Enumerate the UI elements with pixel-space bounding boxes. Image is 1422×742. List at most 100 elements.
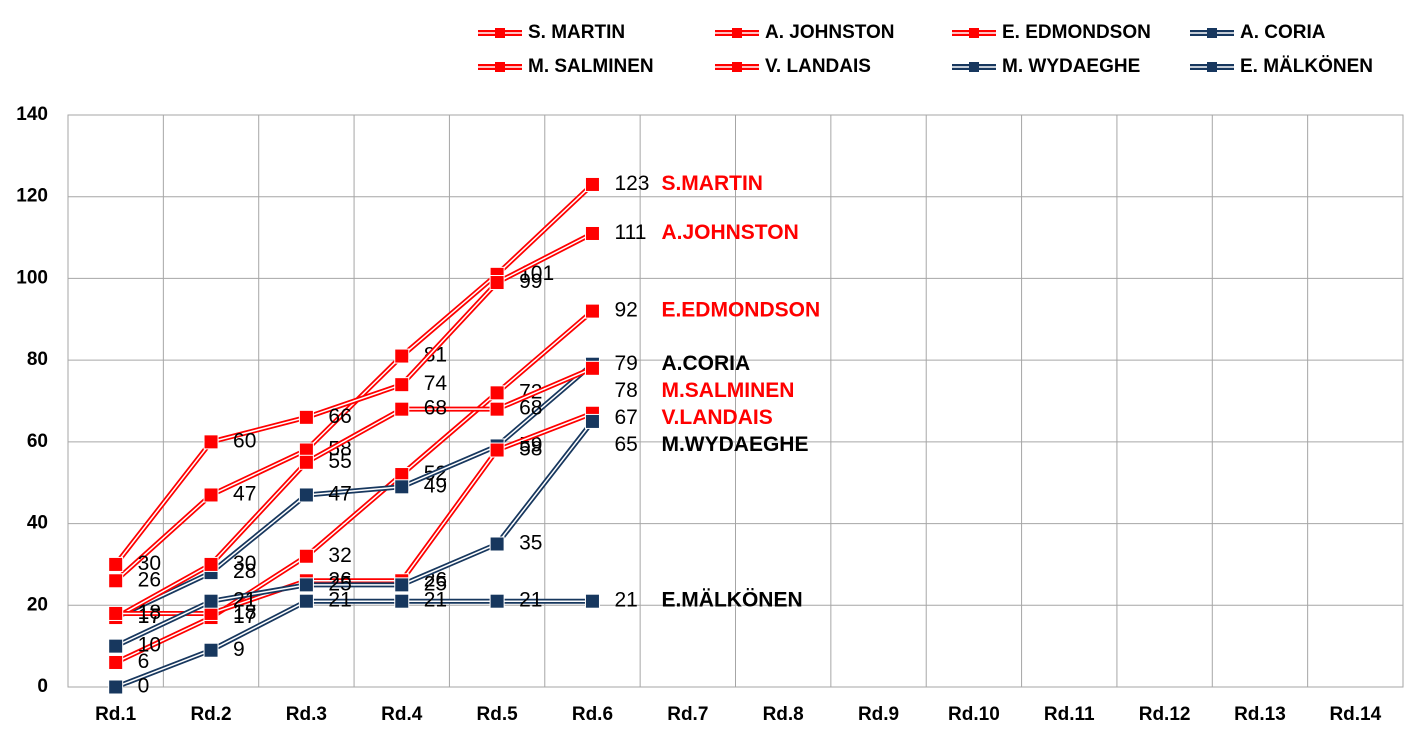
value-label: 99 <box>519 270 542 293</box>
x-tick-label: Rd.1 <box>95 704 137 725</box>
point-marker <box>489 536 505 552</box>
value-label: 65 <box>614 433 637 456</box>
y-tick-label: 20 <box>27 594 48 615</box>
point-marker <box>584 303 600 319</box>
point-marker <box>203 642 219 658</box>
value-label: 47 <box>328 483 351 506</box>
x-tick-label: Rd.3 <box>286 704 327 725</box>
legend-label: M. SALMINEN <box>528 56 654 77</box>
value-label: 58 <box>519 438 542 461</box>
x-tick-label: Rd.14 <box>1329 704 1381 725</box>
x-tick-label: Rd.10 <box>948 704 1000 725</box>
value-label: 35 <box>519 532 542 555</box>
point-marker <box>108 556 124 572</box>
y-tick-label: 60 <box>27 431 48 452</box>
series-line-inner <box>115 363 593 619</box>
end-label: A.CORIA <box>661 352 750 375</box>
legend-label: S. MARTIN <box>528 22 625 43</box>
y-tick-label: 0 <box>37 676 48 697</box>
point-marker <box>394 577 410 593</box>
x-tick-label: Rd.2 <box>190 704 231 725</box>
value-label: 68 <box>519 397 542 420</box>
value-label: 17 <box>138 605 161 628</box>
value-label: 6 <box>138 650 150 673</box>
series-line-inner <box>115 600 593 688</box>
point-marker <box>584 413 600 429</box>
value-label: 21 <box>328 589 351 612</box>
end-label: E.MÄLKÖNEN <box>661 589 802 612</box>
point-marker <box>584 176 600 192</box>
point-marker <box>203 556 219 572</box>
value-label: 111 <box>614 221 646 244</box>
value-label: 28 <box>233 560 256 583</box>
value-label: 0 <box>138 675 150 698</box>
legend-label: E. MÄLKÖNEN <box>1240 56 1373 77</box>
point-marker <box>298 454 314 470</box>
x-tick-label: Rd.12 <box>1139 704 1191 725</box>
value-label: 68 <box>424 397 447 420</box>
series-line-inner <box>115 367 593 619</box>
value-label: 21 <box>519 589 542 612</box>
point-marker <box>203 593 219 609</box>
legend-label: E. EDMONDSON <box>1002 22 1151 43</box>
point-marker <box>394 401 410 417</box>
point-marker <box>108 605 124 621</box>
value-label: 18 <box>233 601 256 624</box>
series-line-inner <box>115 420 594 647</box>
legend-marker <box>969 62 979 72</box>
value-label: 21 <box>614 589 637 612</box>
y-tick-label: 40 <box>27 513 48 534</box>
point-marker <box>584 593 600 609</box>
legend-marker <box>732 62 742 72</box>
point-marker <box>203 434 219 450</box>
value-label: 10 <box>138 634 161 657</box>
value-label: 25 <box>328 572 351 595</box>
legend-marker <box>969 28 979 38</box>
value-label: 30 <box>138 552 161 575</box>
point-marker <box>584 360 600 376</box>
series-line-inner <box>115 412 593 615</box>
y-tick-label: 140 <box>16 104 48 125</box>
value-label: 66 <box>328 405 351 428</box>
value-label: 47 <box>233 483 256 506</box>
series-line-inner <box>115 310 593 664</box>
legend-label: M. WYDAEGHE <box>1002 56 1140 77</box>
value-label: 9 <box>233 638 245 661</box>
point-marker <box>108 679 124 695</box>
legend-marker <box>1207 62 1217 72</box>
value-label: 79 <box>614 352 637 375</box>
point-marker <box>489 442 505 458</box>
point-marker <box>298 548 314 564</box>
end-label: M.WYDAEGHE <box>661 433 808 456</box>
point-marker <box>108 573 124 589</box>
point-marker <box>584 225 600 241</box>
value-label: 30 <box>233 552 256 575</box>
point-marker <box>489 401 505 417</box>
point-marker <box>108 638 124 654</box>
point-marker <box>489 593 505 609</box>
y-tick-label: 100 <box>16 267 48 288</box>
point-marker <box>108 654 124 670</box>
end-label: A.JOHNSTON <box>661 221 798 244</box>
value-label: 18 <box>138 601 161 624</box>
value-label: 58 <box>328 438 351 461</box>
x-tick-label: Rd.8 <box>763 704 804 725</box>
point-marker <box>394 593 410 609</box>
value-label: 81 <box>424 344 447 367</box>
x-tick-label: Rd.9 <box>858 704 899 725</box>
point-marker <box>203 487 219 503</box>
legend-marker <box>1207 28 1217 38</box>
x-tick-label: Rd.13 <box>1234 704 1286 725</box>
point-marker <box>298 577 314 593</box>
value-label: 78 <box>614 379 637 402</box>
value-label: 49 <box>424 474 447 497</box>
legend-label: V. LANDAIS <box>765 56 871 77</box>
x-tick-label: Rd.4 <box>381 704 423 725</box>
point-marker <box>394 348 410 364</box>
x-tick-label: Rd.11 <box>1044 704 1095 725</box>
value-label: 55 <box>328 450 351 473</box>
value-label: 60 <box>233 429 256 452</box>
point-marker <box>298 593 314 609</box>
end-label: E.EDMONDSON <box>661 299 820 322</box>
